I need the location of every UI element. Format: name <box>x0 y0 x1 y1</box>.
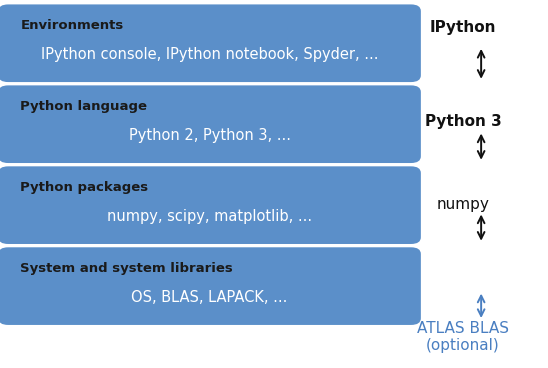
Text: Python 3: Python 3 <box>425 114 501 129</box>
FancyBboxPatch shape <box>0 85 421 163</box>
Text: ATLAS BLAS
(optional): ATLAS BLAS (optional) <box>417 321 509 353</box>
Text: Python 2, Python 3, ...: Python 2, Python 3, ... <box>129 128 290 143</box>
Text: Python language: Python language <box>20 100 147 113</box>
FancyBboxPatch shape <box>0 247 421 325</box>
Text: IPython: IPython <box>430 20 496 35</box>
Text: System and system libraries: System and system libraries <box>20 262 233 275</box>
FancyBboxPatch shape <box>0 166 421 244</box>
Text: Environments: Environments <box>20 19 123 32</box>
Text: numpy, scipy, matplotlib, ...: numpy, scipy, matplotlib, ... <box>107 209 312 224</box>
Text: Python packages: Python packages <box>20 181 149 194</box>
Text: OS, BLAS, LAPACK, ...: OS, BLAS, LAPACK, ... <box>132 290 288 305</box>
Text: IPython console, IPython notebook, Spyder, ...: IPython console, IPython notebook, Spyde… <box>41 47 378 62</box>
FancyBboxPatch shape <box>0 4 421 82</box>
Text: numpy: numpy <box>437 197 489 212</box>
